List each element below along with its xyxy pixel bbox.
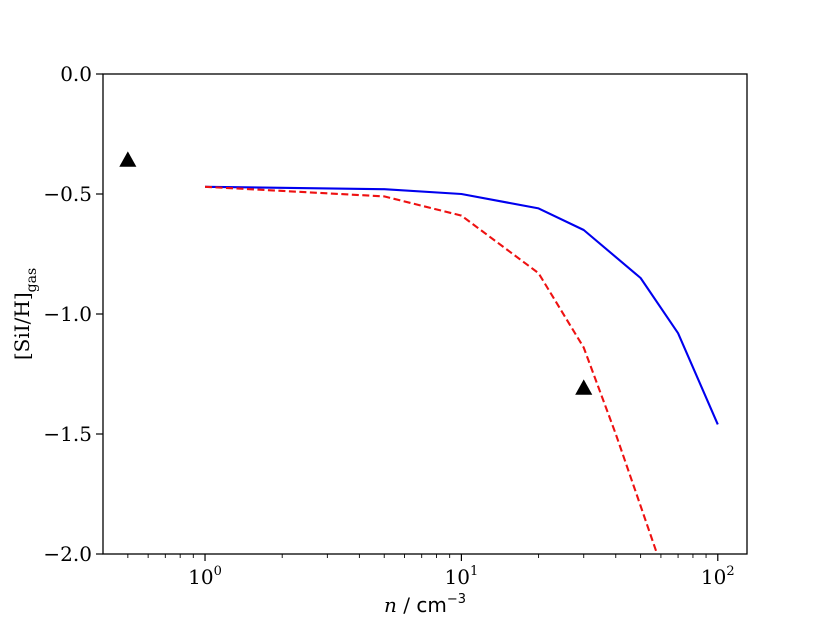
series-line-1 [205, 185, 719, 425]
plot-area [103, 74, 747, 554]
triangle-marker-1 [119, 151, 137, 167]
y-tick-label: −1.5 [43, 422, 92, 446]
x-tick-label: 102 [701, 564, 735, 589]
y-tick-label: −1.0 [43, 302, 92, 326]
y-axis-title: [SiI/H]gas [10, 268, 40, 360]
x-axis-title: n / cm−3 [384, 592, 466, 617]
y-tick-label: 0.0 [60, 62, 92, 86]
y-tick-label: −2.0 [43, 542, 92, 566]
x-tick-label: 101 [445, 564, 479, 589]
series-line-2 [204, 185, 659, 554]
x-tick-label: 100 [188, 564, 222, 589]
y-tick-label: −0.5 [43, 182, 92, 206]
triangle-marker-2 [575, 379, 593, 395]
